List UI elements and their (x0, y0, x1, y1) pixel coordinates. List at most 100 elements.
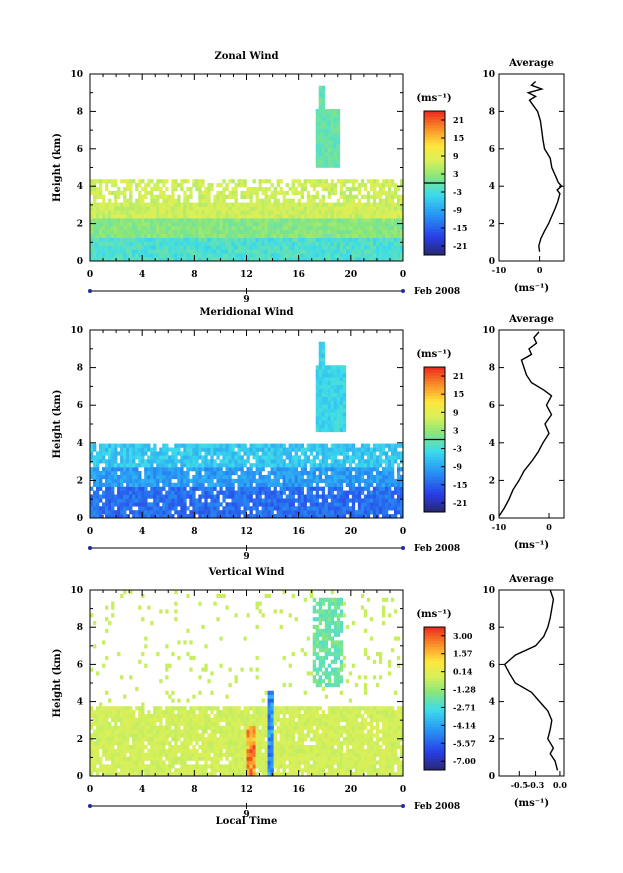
heatmap-cell (141, 214, 145, 219)
heatmap-cell (363, 253, 368, 258)
heatmap-cell (171, 194, 175, 199)
heatmap-cell (345, 186, 350, 192)
heatmap-cell (372, 498, 377, 503)
heatmap-cell (312, 459, 317, 464)
heatmap-cell (330, 471, 335, 476)
heatmap-cell (303, 237, 307, 242)
heatmap-cell (168, 257, 172, 262)
heatmap-cell (288, 494, 292, 499)
heatmap-cell (375, 225, 380, 231)
heatmap-cell (321, 155, 326, 161)
heatmap-cell (219, 214, 223, 219)
heatmap-cell (117, 443, 121, 448)
heatmap-cell (174, 222, 178, 227)
heatmap-cell (282, 222, 286, 227)
heatmap-cell (336, 412, 341, 417)
heatmap-cell (174, 490, 178, 495)
heatmap-cell (135, 253, 139, 258)
heatmap-cell (144, 447, 148, 452)
heatmap-cell (147, 210, 151, 215)
heatmap-cell (267, 498, 271, 503)
heatmap-cell (117, 706, 121, 711)
heatmap-cell (105, 249, 109, 254)
heatmap-cell (138, 218, 142, 223)
heatmap-cell (150, 229, 154, 235)
heatmap-cell (189, 502, 193, 507)
heatmap-cell (264, 482, 268, 487)
heatmap-cell (186, 198, 190, 203)
heatmap-cell (369, 241, 374, 246)
heatmap-cell (117, 760, 121, 765)
heatmap-cell (318, 377, 323, 382)
heatmap-cell (315, 377, 320, 382)
heatmap-cell (264, 455, 268, 460)
heatmap-cell (231, 510, 235, 515)
heatmap-cell (93, 714, 97, 719)
heatmap-cell (228, 210, 232, 215)
heatmap-cell (237, 253, 241, 258)
heatmap-cell (381, 202, 386, 207)
heatmap-cell (369, 237, 374, 242)
heatmap-cell (177, 467, 181, 472)
heatmap-cell (90, 667, 94, 672)
colorbar-segment (424, 433, 445, 437)
heatmap-cell (153, 502, 157, 507)
heatmap-cell (330, 148, 335, 153)
heatmap-cell (327, 140, 332, 145)
heatmap-cell (324, 241, 329, 246)
heatmap-cell (198, 179, 202, 184)
heatmap-cell (390, 498, 395, 503)
heatmap-cell (252, 237, 256, 242)
heatmap-cell (120, 229, 124, 235)
heatmap-cell (96, 717, 100, 723)
heatmap-cell (120, 249, 124, 254)
heatmap-cell (102, 257, 106, 262)
heatmap-cell (339, 237, 344, 242)
heatmap-cell (354, 494, 359, 499)
heatmap-cell (276, 506, 280, 511)
heatmap-cell (102, 772, 106, 777)
heatmap-cell (312, 233, 317, 238)
heatmap-cell (105, 714, 109, 719)
heatmap-cell (243, 218, 247, 223)
heatmap-cell (279, 502, 283, 507)
colorbar-tick-label: 3 (453, 169, 459, 179)
heatmap-cell (282, 198, 286, 203)
colorbar-segment (424, 183, 445, 187)
heatmap-cell (399, 455, 404, 460)
date-label: Feb 2008 (414, 287, 460, 297)
heatmap-cell (105, 214, 109, 219)
heatmap-cell (195, 486, 199, 491)
heatmap-cell (156, 706, 160, 711)
heatmap-cell (174, 772, 178, 777)
heatmap-cell (282, 206, 286, 211)
heatmap-cell (123, 772, 127, 777)
heatmap-cell (117, 233, 121, 238)
heatmap-cell (330, 443, 335, 448)
heatmap-cell (333, 408, 338, 413)
heatmap-cell (375, 253, 380, 258)
heatmap-cell (111, 467, 115, 472)
heatmap-cell (144, 756, 148, 761)
heatmap-cell (339, 412, 344, 417)
heatmap-cell (387, 459, 392, 464)
heatmap-cell (189, 218, 193, 223)
heatmap-cell (111, 478, 115, 484)
heatmap-cell (117, 229, 121, 235)
heatmap-cell (336, 365, 341, 370)
heatmap-cell (129, 760, 133, 765)
heatmap-cell (393, 510, 398, 515)
heatmap-cell (129, 714, 133, 719)
heatmap-cell (153, 768, 157, 773)
heatmap-cell (363, 222, 368, 227)
heatmap-cell (300, 225, 304, 231)
heatmap-cell (222, 506, 226, 511)
heatmap-cell (309, 451, 314, 456)
heatmap-cell (321, 85, 326, 90)
colorbar-segment (424, 442, 445, 446)
heatmap-cell (375, 502, 380, 507)
panel-title: Meridional Wind (199, 307, 293, 318)
heatmap-cell (312, 471, 317, 476)
heatmap-cell (381, 218, 386, 223)
heatmap-cell (348, 186, 353, 192)
